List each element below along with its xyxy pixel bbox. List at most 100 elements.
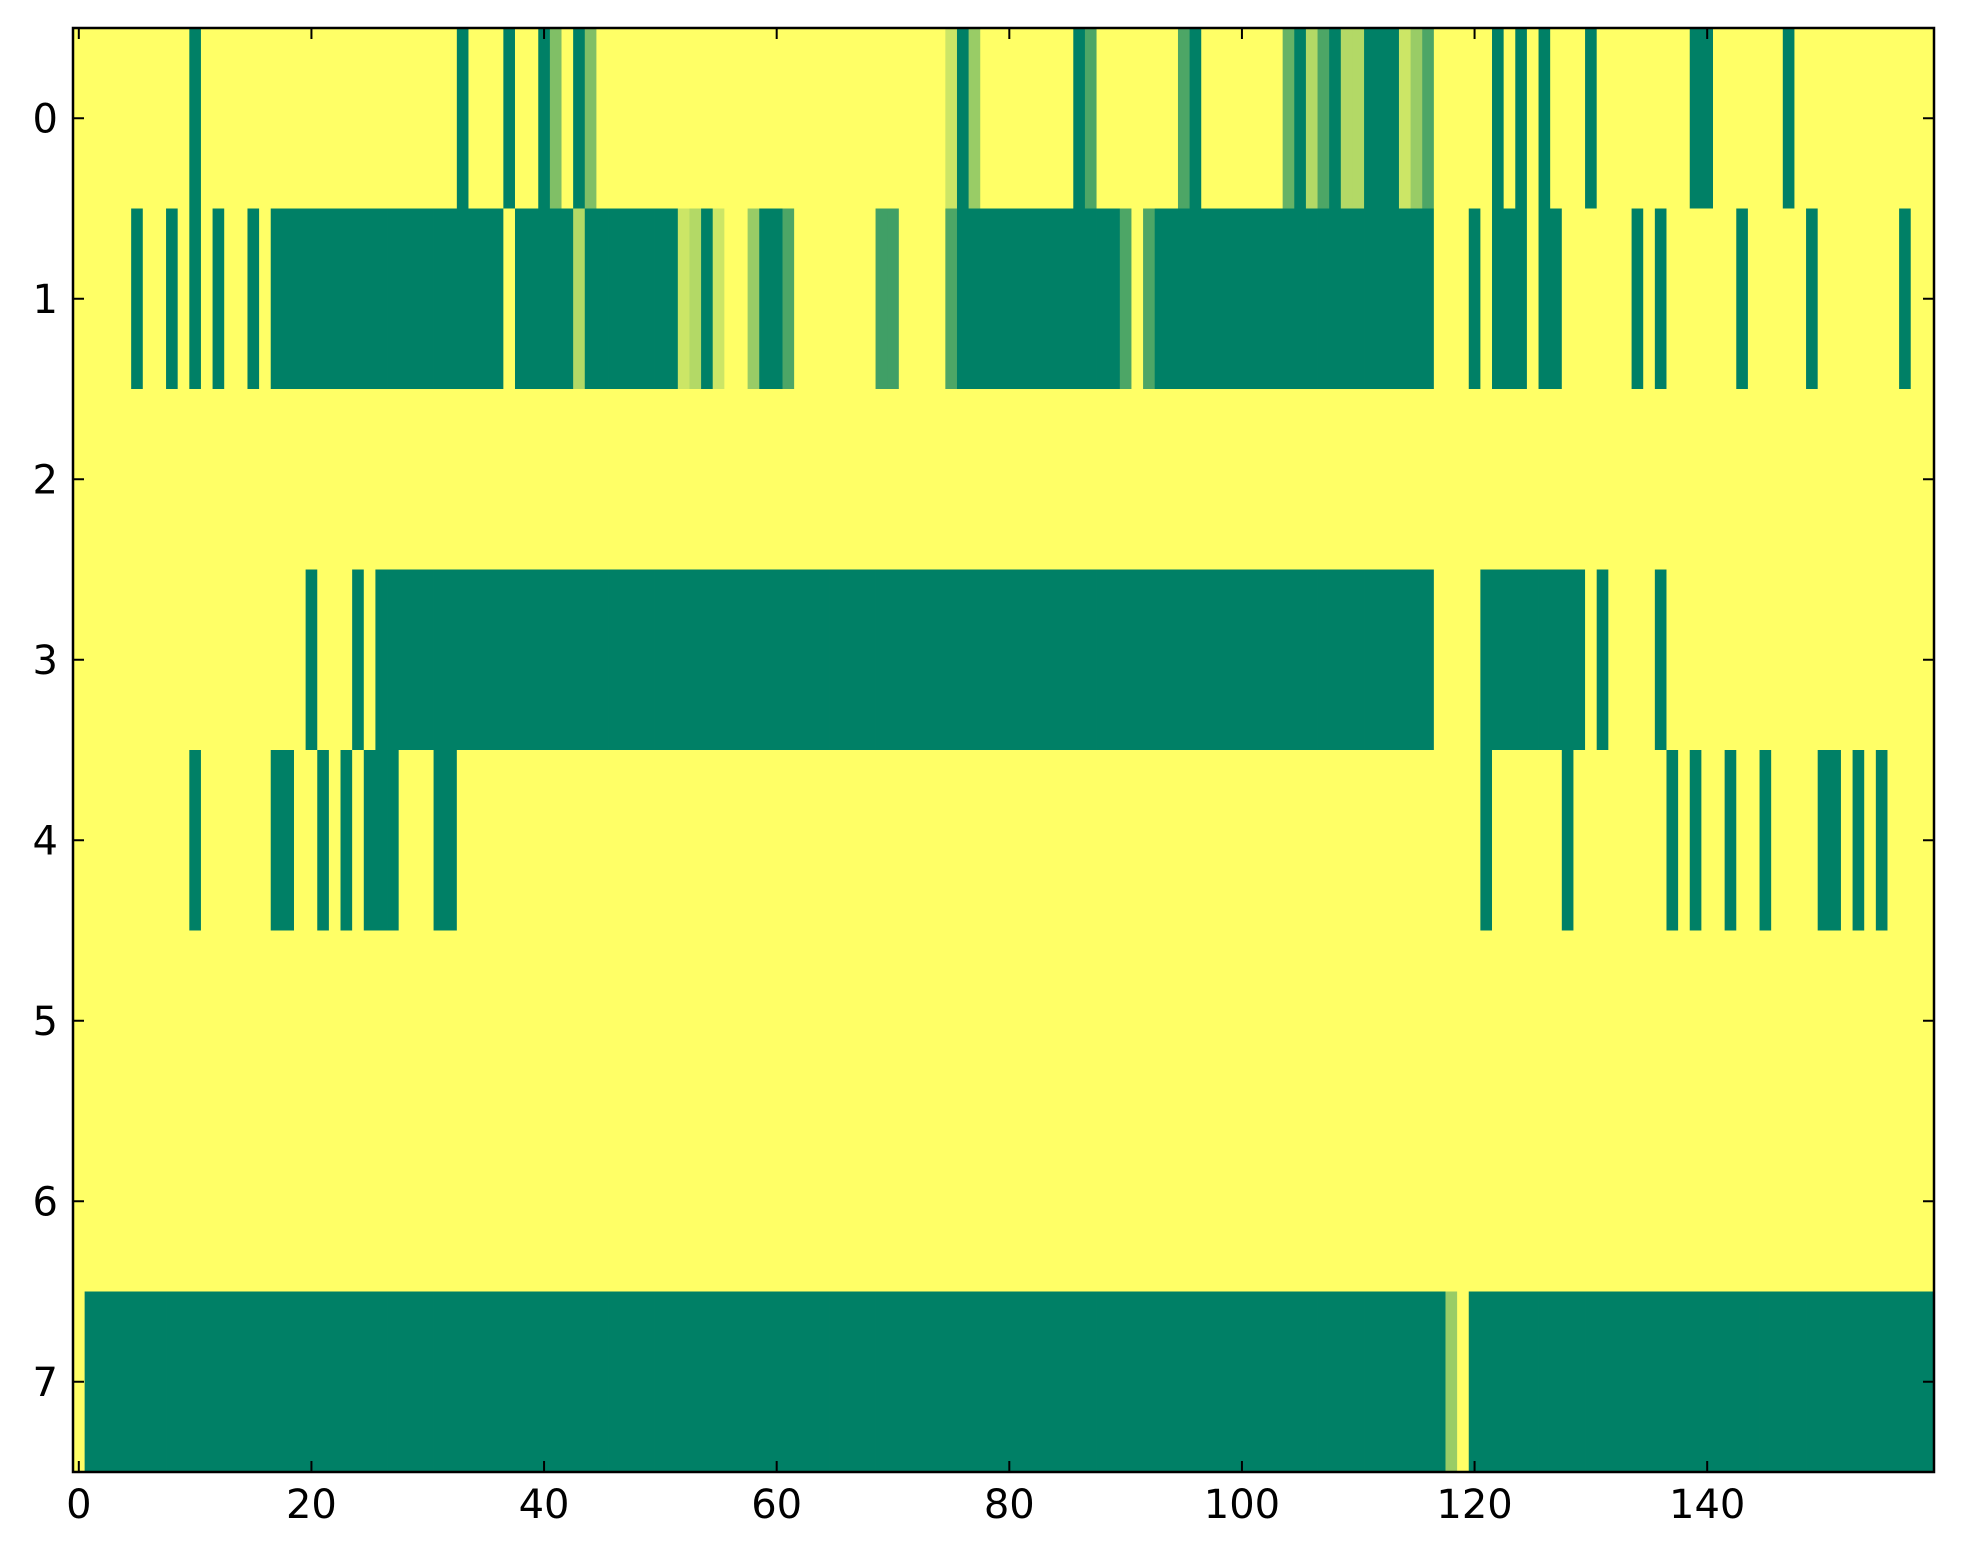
heatmap-cell	[840, 389, 853, 570]
heatmap-cell	[689, 569, 702, 751]
heatmap-cell	[1619, 750, 1632, 931]
heatmap-cell	[1154, 208, 1167, 390]
heatmap-cell	[1515, 389, 1528, 570]
heatmap-cell	[1910, 930, 1923, 1112]
heatmap-cell	[642, 28, 655, 209]
heatmap-cell	[840, 208, 853, 390]
heatmap-cell	[363, 930, 376, 1112]
heatmap-cell	[1573, 1111, 1586, 1292]
heatmap-cell	[1026, 930, 1039, 1112]
heatmap-cell	[1050, 1111, 1063, 1292]
heatmap-cell	[1177, 750, 1190, 931]
x-tick-label: 80	[984, 1482, 1035, 1528]
heatmap-cell	[1073, 569, 1086, 751]
heatmap-cell	[212, 930, 225, 1112]
heatmap-cell	[96, 750, 109, 931]
heatmap-cell	[259, 569, 272, 751]
heatmap-cell	[689, 750, 702, 931]
heatmap-cell	[212, 389, 225, 570]
heatmap-cell	[1596, 750, 1609, 931]
heatmap-cell	[293, 208, 307, 390]
heatmap-cell	[1422, 1111, 1435, 1292]
heatmap-cell	[1550, 930, 1563, 1112]
heatmap-cell	[1073, 1111, 1086, 1292]
heatmap-cell	[1026, 1111, 1039, 1292]
heatmap-cell	[991, 389, 1004, 570]
heatmap-cell	[1771, 208, 1784, 390]
heatmap-cell	[526, 930, 539, 1112]
heatmap-cell	[491, 569, 504, 751]
heatmap-cell	[1829, 569, 1842, 751]
heatmap-cell	[1212, 28, 1225, 209]
heatmap-cell	[119, 208, 132, 390]
heatmap-cell	[968, 208, 981, 390]
heatmap-cell	[1177, 389, 1190, 570]
heatmap-cell	[328, 1111, 341, 1292]
heatmap-cell	[689, 28, 702, 209]
heatmap-cell	[1701, 1291, 1714, 1473]
heatmap-cell	[1433, 389, 1446, 570]
y-tick-label: 4	[33, 818, 58, 864]
heatmap-cell	[759, 930, 772, 1112]
heatmap-cell	[1503, 389, 1516, 570]
heatmap-cell	[1852, 930, 1865, 1112]
heatmap-cell	[1119, 389, 1132, 570]
heatmap-cell	[514, 569, 528, 751]
heatmap-cell	[421, 1291, 434, 1473]
heatmap-cell	[654, 930, 667, 1112]
heatmap-cell	[119, 930, 132, 1112]
heatmap-cell	[514, 1111, 528, 1292]
heatmap-cell	[212, 1291, 225, 1473]
heatmap-cell	[608, 930, 621, 1112]
heatmap-cell	[1247, 1111, 1260, 1292]
heatmap-cell	[631, 1291, 644, 1473]
heatmap-cell	[468, 569, 481, 751]
heatmap-cell	[1410, 930, 1423, 1112]
heatmap-cell	[1073, 389, 1086, 570]
heatmap-cell	[433, 28, 446, 209]
heatmap-cell	[608, 569, 621, 751]
heatmap-cell	[922, 389, 935, 570]
heatmap-cell	[166, 569, 179, 751]
heatmap-cell	[1038, 389, 1051, 570]
heatmap-cell	[735, 1111, 749, 1292]
heatmap-cell	[910, 1291, 923, 1473]
heatmap-cell	[1224, 389, 1237, 570]
heatmap-cell	[1701, 930, 1714, 1112]
heatmap-cell	[898, 389, 911, 570]
heatmap-cell	[1515, 569, 1528, 751]
heatmap-cell	[224, 28, 237, 209]
heatmap-cell	[1480, 750, 1493, 931]
heatmap-cell	[1561, 1291, 1574, 1473]
heatmap-cell	[1782, 208, 1795, 390]
heatmap-cell	[1840, 208, 1853, 390]
heatmap-cell	[1224, 1111, 1237, 1292]
heatmap-cell	[910, 1111, 923, 1292]
heatmap-cell	[1131, 28, 1144, 209]
heatmap-cell	[980, 750, 993, 931]
heatmap-cell	[1143, 930, 1156, 1112]
heatmap-cell	[154, 208, 167, 390]
heatmap-cell	[875, 750, 888, 931]
heatmap-cell	[1445, 208, 1458, 390]
heatmap-cell	[363, 208, 376, 390]
heatmap-cell	[1806, 750, 1819, 931]
heatmap-cell	[1596, 28, 1609, 209]
heatmap-cell	[1689, 389, 1702, 570]
heatmap-cell	[247, 1111, 260, 1292]
heatmap-cell	[305, 569, 318, 751]
heatmap-cell	[712, 1111, 725, 1292]
heatmap-cell	[154, 569, 167, 751]
heatmap-cell	[956, 1111, 970, 1292]
heatmap-cell	[1015, 28, 1028, 209]
heatmap-cell	[1329, 1111, 1342, 1292]
heatmap-cell	[328, 569, 341, 751]
heatmap-cell	[1317, 28, 1330, 209]
heatmap-cell	[1794, 1291, 1807, 1473]
heatmap-cell	[1503, 28, 1516, 209]
heatmap-cell	[980, 208, 993, 390]
heatmap-cell	[1119, 750, 1132, 931]
heatmap-cell	[759, 1291, 772, 1473]
heatmap-cell	[247, 28, 260, 209]
y-tick-label: 2	[33, 457, 58, 503]
